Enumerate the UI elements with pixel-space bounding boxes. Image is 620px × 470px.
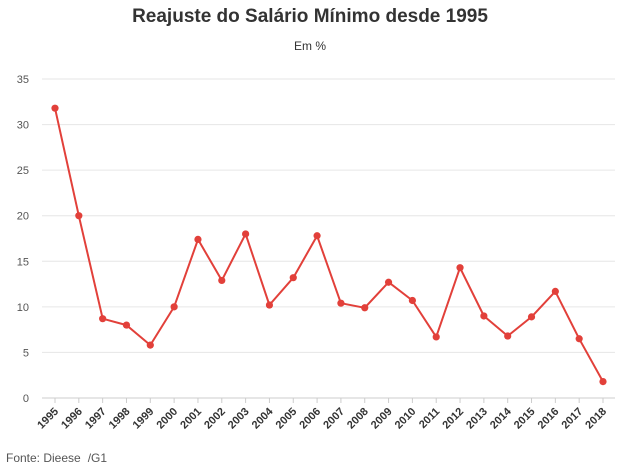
- data-point: [265, 301, 274, 309]
- data-point: [575, 335, 583, 343]
- y-tick-label: 0: [23, 393, 29, 405]
- data-point: [170, 303, 178, 311]
- source-label: Fonte: Dieese: [6, 451, 81, 465]
- x-tick-label: 2006: [297, 406, 323, 432]
- data-point: [408, 296, 416, 305]
- data-point: [242, 230, 250, 238]
- source-outlet: /G1: [87, 451, 108, 465]
- y-tick-label: 25: [17, 165, 29, 177]
- y-tick-label: 5: [23, 347, 29, 359]
- data-point: [432, 333, 440, 341]
- data-point: [527, 313, 536, 321]
- x-tick-label: 1998: [107, 406, 133, 432]
- x-tick-label: 2015: [512, 406, 538, 432]
- x-tick-label: 2007: [321, 406, 347, 432]
- y-tick-label: 20: [17, 211, 29, 223]
- data-point: [289, 274, 297, 282]
- x-tick-label: 1999: [131, 406, 157, 432]
- x-tick-label: 2000: [154, 406, 180, 432]
- x-tick-label: 2002: [202, 406, 228, 432]
- y-tick-label: 30: [17, 120, 29, 132]
- series-line: [54, 107, 604, 383]
- gridlines: [42, 78, 615, 353]
- x-tick-label: 2018: [583, 406, 609, 432]
- x-tick-label: 2003: [226, 406, 252, 432]
- x-tick-label: 2005: [274, 406, 300, 432]
- data-point: [504, 332, 512, 340]
- x-tick-label: 2009: [369, 406, 395, 432]
- x-tick-label: 2017: [559, 406, 585, 432]
- chart-title: Reajuste do Salário Mínimo desde 1995: [132, 6, 488, 27]
- data-point: [599, 377, 607, 386]
- y-tick-label: 10: [17, 302, 29, 314]
- data-point: [337, 299, 345, 307]
- series-points-group: [51, 104, 607, 386]
- data-point: [146, 341, 154, 349]
- x-tick-label: 1995: [35, 406, 61, 432]
- series-line-group: [54, 107, 604, 383]
- chart-subtitle: Em %: [293, 39, 326, 53]
- x-tick-label: 2012: [440, 406, 466, 432]
- data-point: [384, 278, 393, 286]
- data-point: [194, 235, 202, 244]
- data-point: [551, 287, 559, 295]
- x-tick-label: 2004: [250, 405, 276, 431]
- y-tick-label: 15: [17, 256, 29, 268]
- data-point: [99, 315, 107, 323]
- data-point: [361, 304, 369, 312]
- data-point: [480, 312, 488, 320]
- x-tick-label: 2010: [393, 406, 419, 432]
- x-tick-label: 2008: [345, 406, 371, 432]
- x-tick-label: 1997: [83, 406, 109, 432]
- x-tick-label: 2014: [488, 405, 514, 431]
- data-point: [313, 232, 321, 240]
- data-point: [75, 212, 83, 220]
- x-tick-label: 2011: [417, 406, 442, 431]
- x-tick-label: 2013: [464, 406, 490, 432]
- y-axis: 0 5 10 15 20 25 30 35: [17, 74, 29, 405]
- data-point: [218, 276, 226, 285]
- x-tick-label: 2016: [536, 406, 562, 432]
- x-axis: 1995199619971998199920002001200220032004…: [35, 397, 615, 432]
- data-point: [51, 104, 59, 112]
- y-tick-label: 35: [17, 74, 29, 86]
- data-point: [456, 264, 464, 272]
- source-note: Fonte: Dieese/G1: [6, 451, 107, 465]
- x-tick-label: 2001: [178, 406, 204, 432]
- x-tick-label: 1996: [59, 406, 85, 432]
- data-point: [122, 321, 131, 329]
